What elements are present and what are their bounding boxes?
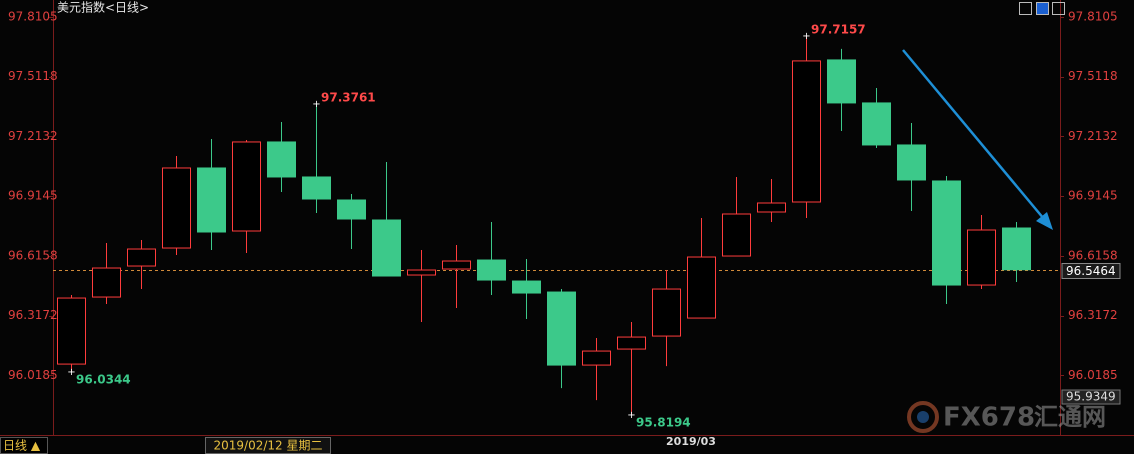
candle-body: [1002, 227, 1031, 271]
candle-body: [757, 202, 786, 213]
high-marker: +: [312, 99, 320, 110]
candle-body: [477, 259, 506, 281]
candle-body: [407, 269, 436, 276]
candle-body: [302, 176, 331, 200]
toolbar-icon[interactable]: [1052, 2, 1065, 15]
candle-body: [197, 167, 226, 233]
candle-body: [967, 229, 996, 286]
chart-title: 美元指数<日线>: [57, 0, 149, 15]
candle-body: [722, 213, 751, 257]
toolbar-icon[interactable]: [1036, 2, 1049, 15]
y2-tick-label: 97.2132: [1068, 129, 1118, 143]
low-marker: +: [67, 367, 75, 378]
candle-body: [442, 260, 471, 270]
y2-tick-label: 97.5118: [1068, 69, 1118, 83]
y-tick-label: 96.3172: [8, 308, 58, 322]
toolbar-icon[interactable]: [1019, 2, 1032, 15]
cursor-date: 2019/02/12 星期二: [214, 439, 323, 453]
low-label: 95.8194: [636, 416, 691, 430]
trend-arrow: [902, 49, 1053, 230]
candle-body: [687, 256, 716, 319]
watermark-logo: [907, 401, 939, 433]
candle-body: [372, 219, 401, 277]
candle-body: [582, 350, 611, 366]
last-price-label: 96.5464: [1066, 264, 1116, 278]
toolbar-icons: [1019, 2, 1065, 15]
arrow-head: [1036, 212, 1053, 230]
cursor-value-box: [1061, 389, 1121, 405]
y-tick-label: 97.8105: [8, 9, 58, 23]
y2-tick-label: 96.6158: [1068, 248, 1118, 262]
x-tick-label: 2019/03: [666, 435, 716, 448]
y2-tick-label: 97.8105: [1068, 9, 1118, 23]
candle-body: [57, 297, 86, 365]
candle-body: [897, 144, 926, 181]
candle-body: [232, 141, 261, 232]
watermark-logo: [917, 411, 929, 423]
watermark: FX678 汇通网: [907, 401, 1106, 433]
y2-tick-label: 96.3172: [1068, 308, 1118, 322]
y2-tick-label: 96.0185: [1068, 368, 1118, 382]
period-button[interactable]: 日线 ▲: [3, 439, 41, 453]
candle-body: [792, 60, 821, 203]
last-price-box: [1061, 263, 1121, 279]
y-tick-label: 96.0185: [8, 368, 58, 382]
candle-body: [617, 336, 646, 350]
watermark-name: 汇通网: [1034, 403, 1106, 431]
candle-body: [92, 267, 121, 298]
candle-body: [827, 59, 856, 104]
y2-tick-label: 96.9145: [1068, 189, 1118, 203]
high-label: 97.7157: [811, 22, 866, 36]
candle-body: [512, 280, 541, 294]
watermark-brand: FX678: [943, 403, 1035, 433]
y-tick-label: 96.6158: [8, 248, 58, 262]
candle-body: [267, 141, 296, 178]
arrow-shaft: [902, 49, 1045, 220]
cursor-value-label: 95.9349: [1066, 390, 1116, 404]
candle-body: [932, 180, 961, 286]
candle-body: [127, 248, 156, 267]
high-marker: +: [802, 31, 810, 42]
candle-body: [862, 102, 891, 146]
y-tick-label: 97.5118: [8, 69, 58, 83]
candle-body: [652, 288, 681, 337]
high-label: 97.3761: [321, 90, 376, 104]
candle-body: [162, 167, 191, 249]
low-marker: +: [627, 410, 635, 421]
candle-body: [337, 199, 366, 220]
y-tick-label: 96.9145: [8, 189, 58, 203]
low-label: 96.0344: [76, 373, 131, 387]
candle-body: [547, 291, 576, 366]
y-tick-label: 97.2132: [8, 129, 58, 143]
